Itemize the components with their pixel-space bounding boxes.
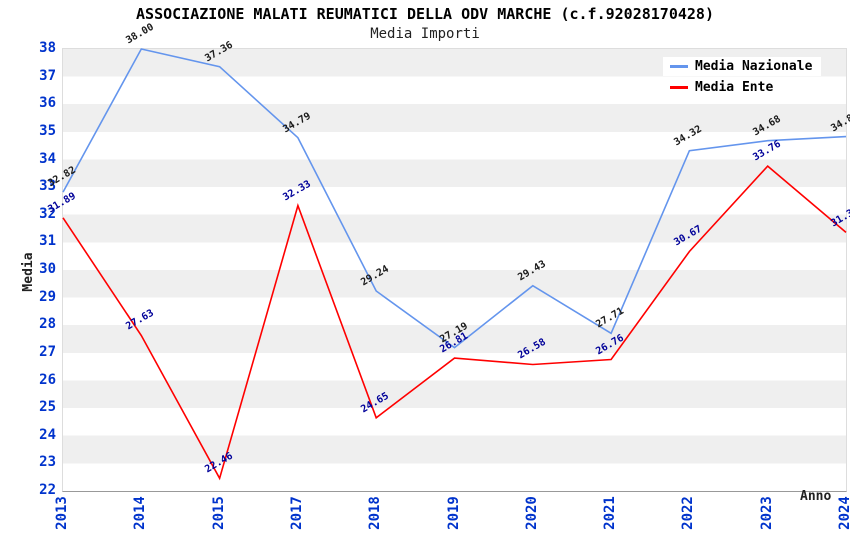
y-tick-label: 31 [39, 233, 56, 250]
y-tick-label: 27 [39, 343, 56, 360]
legend-item-media-ente: Media Ente [663, 78, 783, 97]
line-swatch-icon [670, 65, 688, 68]
y-tick-label: 23 [39, 454, 56, 471]
y-tick-label: 37 [39, 67, 56, 84]
legend-item-media-nazionale: Media Nazionale [663, 57, 822, 76]
x-tick-label: 2024 [837, 496, 850, 530]
line-swatch-icon [670, 86, 688, 89]
x-tick-label: 2014 [132, 496, 149, 530]
y-tick-label: 28 [39, 316, 56, 333]
y-tick-label: 25 [39, 399, 56, 416]
y-tick-label: 32 [39, 205, 56, 222]
y-axis-title: Media [21, 252, 36, 292]
series-lines [62, 48, 847, 481]
x-tick-label: 2023 [758, 496, 775, 530]
x-tick-label: 2015 [210, 496, 227, 530]
y-tick-label: 24 [39, 426, 56, 443]
x-tick-label: 2017 [288, 496, 305, 530]
y-tick-label: 34 [39, 150, 56, 167]
plot-area [62, 48, 847, 492]
series-line-media-nazionale [62, 48, 847, 349]
y-tick-label: 26 [39, 371, 56, 388]
legend: Media Nazionale Media Ente [663, 57, 822, 97]
x-axis-title: Anno [800, 489, 832, 504]
x-tick-label: 2019 [445, 496, 462, 530]
chart-title: ASSOCIAZIONE MALATI REUMATICI DELLA ODV … [136, 5, 714, 23]
y-tick-label: 35 [39, 122, 56, 139]
y-tick-label: 33 [39, 178, 56, 195]
series-line-media-ente [62, 164, 847, 481]
y-tick-label: 22 [39, 482, 56, 498]
legend-label: Media Ente [695, 80, 774, 95]
chart-subtitle: Media Importi [370, 26, 480, 42]
legend-label: Media Nazionale [695, 59, 813, 74]
x-tick-label: 2020 [523, 496, 540, 530]
x-tick-label: 2021 [602, 496, 619, 530]
y-tick-label: 29 [39, 288, 56, 305]
x-tick-label: 2022 [680, 496, 697, 530]
y-tick-label: 38 [39, 40, 56, 56]
x-tick-label: 2018 [367, 496, 384, 530]
x-tick-label: 2013 [54, 496, 70, 530]
y-tick-label: 30 [39, 261, 56, 277]
y-tick-label: 36 [39, 95, 56, 112]
